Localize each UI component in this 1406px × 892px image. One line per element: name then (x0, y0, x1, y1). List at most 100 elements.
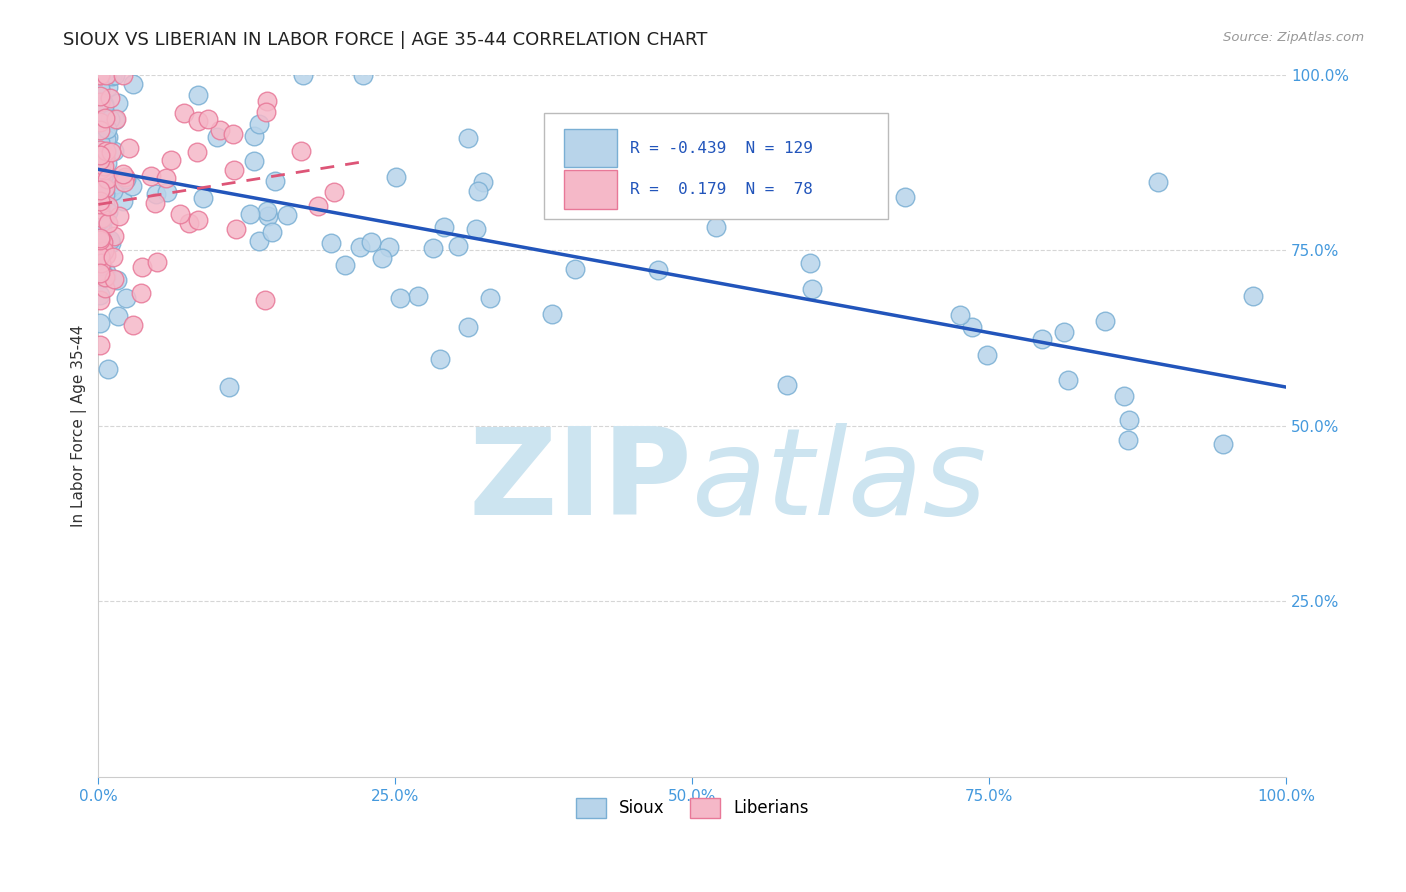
Point (471, 175, 494, 189)
Point (139, 169, 162, 183)
FancyBboxPatch shape (564, 170, 617, 209)
Point (89, 95, 111, 110)
Point (94, 247, 117, 261)
Point (89, 134, 111, 148)
Point (98, 233, 121, 247)
Point (319, 235, 342, 250)
Point (89, 153, 111, 168)
Point (89, 68, 111, 82)
Point (96, 269, 118, 284)
Point (94, 107, 117, 121)
Point (93, 112, 115, 126)
Point (197, 112, 219, 126)
Point (1094, 314, 1116, 328)
Point (145, 254, 167, 268)
Point (89, 241, 111, 255)
Point (478, 291, 501, 305)
Point (776, 378, 799, 392)
Point (1212, 437, 1234, 451)
Point (949, 308, 972, 322)
Point (218, 380, 240, 394)
Point (107, 310, 129, 324)
Point (94, 237, 117, 252)
Point (90, 148, 112, 162)
Point (111, 168, 134, 182)
Point (101, 69, 124, 83)
Point (90, 173, 112, 187)
Point (118, 141, 141, 155)
Point (114, 169, 136, 184)
Point (159, 153, 181, 168)
Point (389, 291, 412, 305)
Text: R = -0.439  N = 129: R = -0.439 N = 129 (630, 141, 813, 155)
Point (97, 362, 120, 376)
Point (89, 81, 111, 95)
Point (90, 162, 112, 177)
Point (433, 220, 456, 235)
Point (91, 122, 114, 136)
Point (307, 199, 329, 213)
Point (91, 233, 114, 247)
Point (89, 143, 111, 157)
Point (322, 186, 344, 200)
Point (406, 289, 429, 303)
Point (187, 114, 209, 128)
Point (94, 186, 117, 201)
Point (96, 145, 118, 159)
Point (290, 144, 312, 158)
Point (1241, 289, 1264, 303)
Point (1057, 373, 1080, 387)
Point (103, 144, 125, 158)
Point (121, 179, 143, 194)
Point (90, 261, 112, 276)
Point (385, 170, 408, 185)
Point (276, 208, 298, 222)
Point (143, 196, 166, 211)
Point (145, 186, 167, 201)
Point (89, 293, 111, 308)
Point (105, 272, 128, 286)
Point (239, 207, 262, 221)
Point (100, 145, 122, 159)
Point (156, 185, 179, 199)
Point (447, 238, 470, 252)
Point (96, 265, 118, 279)
Point (89, 183, 111, 197)
Point (97, 130, 120, 145)
Point (260, 226, 283, 240)
Point (89, 338, 111, 352)
Point (96, 155, 118, 169)
Point (243, 154, 266, 169)
Point (115, 171, 138, 186)
Point (541, 307, 564, 321)
Point (131, 260, 153, 274)
Point (731, 185, 754, 199)
Point (467, 184, 489, 198)
Point (89, 123, 111, 137)
Point (97, 216, 120, 230)
Point (607, 192, 630, 206)
Point (93, 99, 115, 113)
Point (89, 145, 111, 159)
Point (292, 68, 315, 82)
Point (89, 231, 111, 245)
Point (89, 91, 111, 105)
Point (112, 68, 135, 82)
Point (222, 127, 245, 141)
Point (91, 150, 114, 164)
Point (93, 97, 115, 112)
Point (801, 281, 824, 295)
Point (173, 105, 195, 120)
Point (94, 181, 117, 195)
Legend: Sioux, Liberians: Sioux, Liberians (569, 791, 815, 825)
Point (89, 213, 111, 227)
Point (108, 210, 131, 224)
Point (960, 319, 983, 334)
Point (205, 129, 228, 144)
Point (257, 209, 280, 223)
Point (256, 204, 278, 219)
Point (89, 171, 111, 186)
Point (100, 236, 122, 251)
Point (89, 173, 111, 187)
Point (89, 120, 111, 135)
